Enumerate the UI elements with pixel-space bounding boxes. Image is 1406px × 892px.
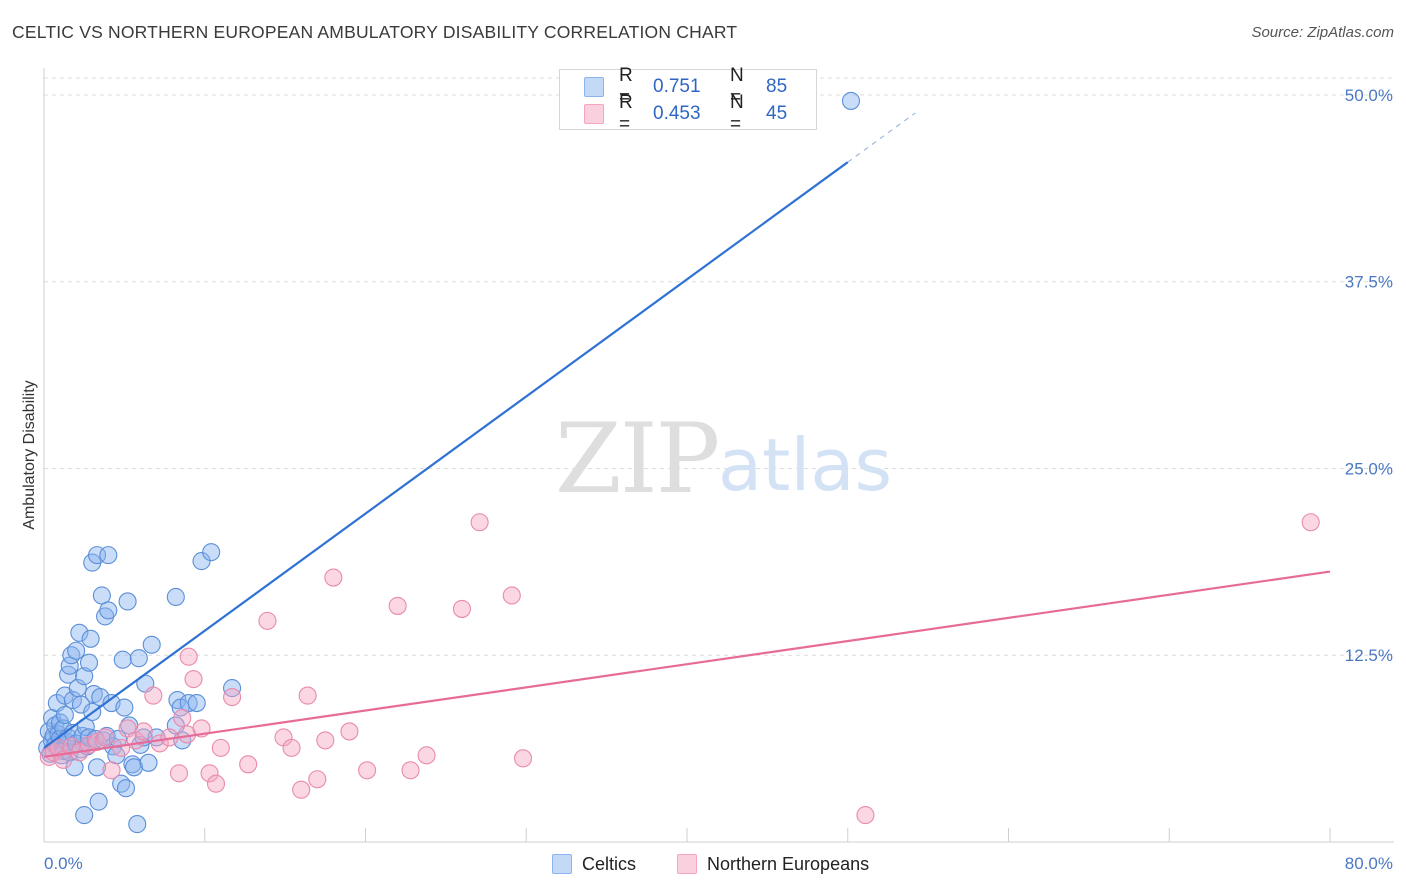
celtics-point bbox=[55, 705, 74, 725]
northern-point bbox=[452, 599, 472, 618]
northern-point bbox=[206, 774, 226, 793]
celtics-point bbox=[142, 635, 161, 654]
legend-label-celtics: Celtics bbox=[582, 853, 637, 874]
celtics-point bbox=[116, 779, 136, 798]
northern-point bbox=[388, 596, 407, 615]
northern-point bbox=[502, 586, 521, 605]
legend-n-label: N = bbox=[730, 65, 744, 108]
celtics-point bbox=[113, 650, 132, 669]
legend-r-value: 0.453 bbox=[653, 103, 701, 124]
celtics-point bbox=[129, 649, 148, 668]
watermark-atlas: atlas bbox=[718, 423, 892, 507]
trend-lines bbox=[43, 112, 1331, 758]
northern-point bbox=[169, 764, 189, 783]
gridlines bbox=[44, 77, 1394, 656]
celtics-point bbox=[118, 592, 137, 611]
celtics-point bbox=[128, 815, 147, 834]
northern-point bbox=[184, 670, 203, 689]
celtics-point bbox=[99, 601, 118, 620]
celtics-point bbox=[139, 753, 158, 772]
northern-point bbox=[282, 738, 301, 757]
x-ticks bbox=[43, 828, 1331, 842]
celtics-point bbox=[70, 623, 89, 642]
celtics-point bbox=[124, 758, 144, 777]
northern-point bbox=[298, 686, 317, 705]
celtics-point bbox=[841, 91, 861, 110]
northern-point bbox=[144, 686, 163, 705]
northern-point bbox=[292, 780, 311, 799]
northern-point bbox=[340, 722, 359, 741]
legend-r-value: 0.751 bbox=[653, 76, 701, 97]
legend-n-label: N = bbox=[730, 92, 744, 135]
legend-r-label: R = bbox=[619, 65, 633, 108]
correlation-legend: R = 0.751 N = 85 R = 0.453 N = 45 bbox=[559, 65, 817, 135]
northern-point bbox=[856, 806, 875, 825]
northern-point bbox=[358, 761, 377, 780]
celtics-point bbox=[71, 695, 91, 714]
legend-swatch-northern bbox=[584, 104, 604, 124]
celtics-point bbox=[67, 641, 86, 660]
legend-swatch-celtics bbox=[584, 77, 604, 97]
celtics-point bbox=[115, 698, 134, 717]
celtics-point bbox=[202, 543, 221, 562]
celtics-point bbox=[75, 806, 94, 825]
northern-point bbox=[96, 728, 115, 747]
northern-point bbox=[223, 688, 242, 707]
x-tick-label-min: 0.0% bbox=[44, 854, 83, 873]
y-tick-label: 25.0% bbox=[1345, 459, 1393, 478]
y-tick-label: 50.0% bbox=[1345, 86, 1393, 105]
legend-item-northern: Northern Europeans bbox=[677, 851, 869, 877]
celtics-point bbox=[75, 667, 94, 686]
northern-point bbox=[258, 611, 277, 630]
northern-point bbox=[102, 761, 121, 780]
legend-label-northern: Northern Europeans bbox=[707, 853, 870, 874]
northern-point bbox=[239, 755, 258, 774]
northern-point bbox=[173, 708, 192, 728]
northern-point bbox=[308, 770, 327, 789]
celtics-point bbox=[99, 546, 118, 565]
northern-point bbox=[324, 568, 343, 587]
celtics-point bbox=[81, 629, 100, 648]
northern-point bbox=[470, 513, 489, 532]
y-tick-label: 37.5% bbox=[1345, 273, 1393, 292]
celtics-point bbox=[79, 653, 99, 672]
celtics-trend-extension bbox=[847, 112, 916, 163]
legend-r-label: R = bbox=[619, 92, 633, 135]
x-tick-label-max: 80.0% bbox=[1345, 854, 1393, 873]
chart-title: CELTIC VS NORTHERN EUROPEAN AMBULATORY D… bbox=[12, 22, 738, 42]
northern-point bbox=[179, 647, 198, 666]
legend-swatch-celtics bbox=[552, 854, 572, 874]
northern-trend-line bbox=[43, 570, 1331, 758]
northern-point bbox=[134, 722, 153, 741]
celtics-point bbox=[87, 758, 107, 777]
northern-point bbox=[316, 731, 335, 750]
celtics-point bbox=[187, 693, 206, 713]
northern-point bbox=[417, 746, 436, 765]
celtics-point bbox=[123, 755, 142, 774]
celtics-point bbox=[92, 586, 111, 605]
series-northern-europeans bbox=[39, 513, 1320, 825]
y-tick-label: 12.5% bbox=[1345, 646, 1393, 665]
northern-point bbox=[513, 749, 533, 768]
watermark: ZIP atlas bbox=[555, 403, 892, 515]
legend-n-value: 85 bbox=[766, 76, 788, 97]
northern-point bbox=[200, 764, 219, 783]
celtics-point bbox=[89, 792, 108, 811]
northern-point bbox=[1301, 513, 1320, 532]
legend-swatch-northern bbox=[677, 854, 697, 874]
northern-point bbox=[401, 761, 420, 780]
celtics-point bbox=[59, 665, 78, 684]
legend-item-celtics: Celtics bbox=[552, 851, 636, 877]
watermark-zip: ZIP bbox=[555, 403, 718, 515]
y-tick-labels: 12.5% 25.0% 37.5% 50.0% bbox=[1345, 86, 1393, 665]
northern-point bbox=[211, 738, 230, 757]
celtics-trend-line bbox=[43, 161, 849, 749]
legend-n-value: 45 bbox=[766, 103, 788, 124]
celtics-point bbox=[166, 587, 185, 607]
source-label: Source: ZipAtlas.com bbox=[1251, 24, 1394, 41]
